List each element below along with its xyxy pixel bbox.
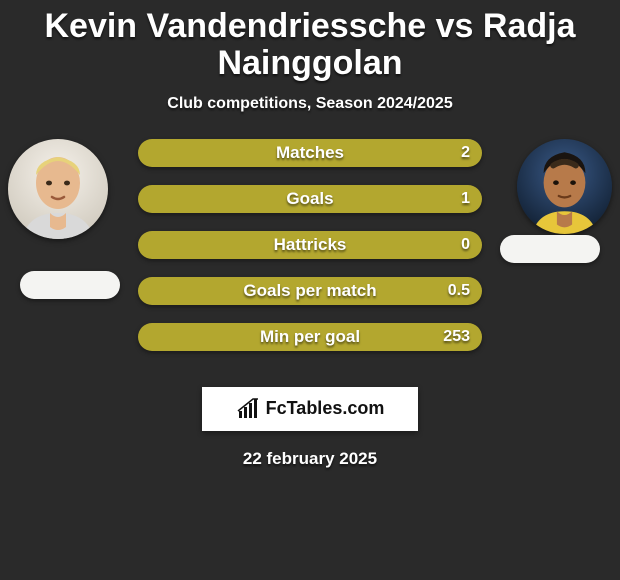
brand-text: FcTables.com (266, 398, 385, 419)
chart-icon (236, 397, 260, 421)
comparison-stage: Matches 2 Goals 1 Hattricks 0 Goals per … (0, 131, 620, 469)
subtitle: Club competitions, Season 2024/2025 (0, 83, 620, 131)
brand-badge: FcTables.com (202, 387, 418, 431)
date-label: 22 february 2025 (0, 431, 620, 469)
page-title: Kevin Vandendriessche vs Radja Nainggola… (0, 0, 620, 83)
